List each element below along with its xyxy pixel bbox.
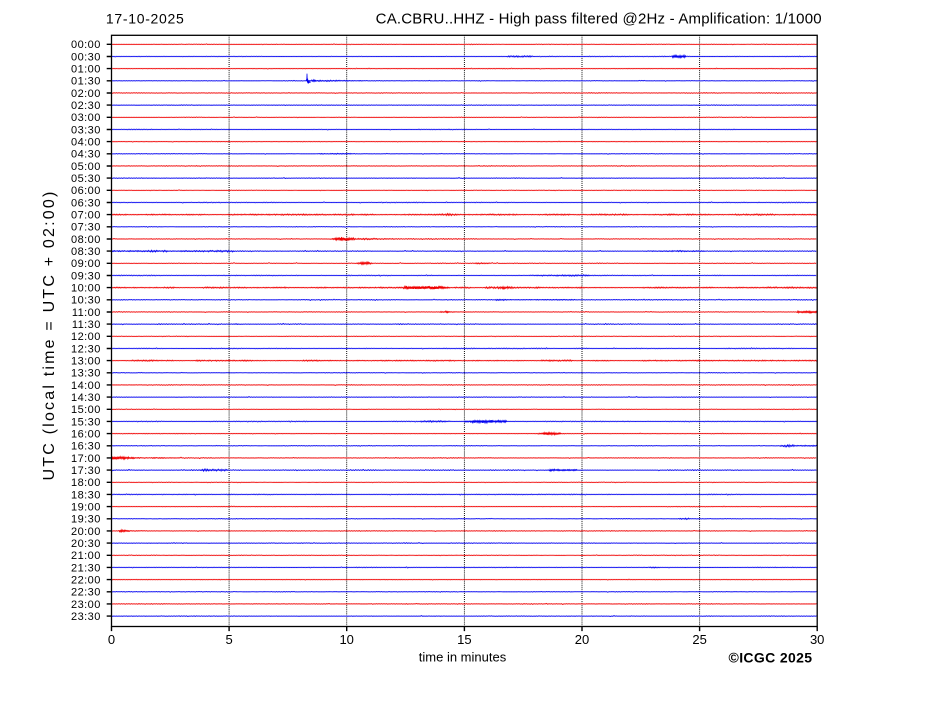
svg-text:23:00: 23:00: [71, 599, 101, 611]
svg-text:08:00: 08:00: [71, 234, 101, 246]
svg-text:14:00: 14:00: [71, 380, 101, 392]
svg-text:20:30: 20:30: [71, 538, 101, 550]
svg-text:0: 0: [108, 632, 115, 647]
svg-text:09:00: 09:00: [71, 258, 101, 270]
svg-text:00:00: 00:00: [71, 39, 101, 51]
svg-text:10:30: 10:30: [71, 295, 101, 307]
svg-text:21:30: 21:30: [71, 562, 101, 574]
svg-text:06:30: 06:30: [71, 197, 101, 209]
svg-text:13:30: 13:30: [71, 368, 101, 380]
svg-text:09:30: 09:30: [71, 270, 101, 282]
svg-text:15:30: 15:30: [71, 416, 101, 428]
svg-text:23:30: 23:30: [71, 611, 101, 623]
svg-text:time in minutes: time in minutes: [419, 650, 507, 665]
svg-text:17-10-2025: 17-10-2025: [106, 11, 185, 27]
svg-text:17:00: 17:00: [71, 453, 101, 465]
svg-text:11:30: 11:30: [72, 319, 101, 331]
svg-text:14:30: 14:30: [71, 392, 101, 404]
svg-text:UTC (local time = UTC + 02:00): UTC (local time = UTC + 02:00): [41, 190, 58, 481]
svg-text:15: 15: [457, 632, 471, 647]
svg-text:12:00: 12:00: [71, 331, 101, 343]
svg-text:20:00: 20:00: [71, 526, 101, 538]
svg-text:01:30: 01:30: [71, 76, 101, 88]
svg-text:06:00: 06:00: [71, 185, 101, 197]
svg-text:19:30: 19:30: [71, 514, 101, 526]
svg-text:02:00: 02:00: [71, 88, 101, 100]
svg-text:04:00: 04:00: [71, 137, 101, 149]
svg-text:13:00: 13:00: [71, 356, 101, 368]
svg-text:10: 10: [339, 632, 353, 647]
svg-text:25: 25: [692, 632, 706, 647]
svg-text:5: 5: [225, 632, 232, 647]
svg-text:18:30: 18:30: [71, 489, 101, 501]
svg-text:20: 20: [575, 632, 589, 647]
svg-text:16:00: 16:00: [71, 429, 101, 441]
svg-text:11:00: 11:00: [72, 307, 101, 319]
svg-text:05:00: 05:00: [71, 161, 101, 173]
svg-text:00:30: 00:30: [71, 51, 101, 63]
svg-text:07:30: 07:30: [71, 222, 101, 234]
svg-text:08:30: 08:30: [71, 246, 101, 258]
svg-text:30: 30: [810, 632, 824, 647]
svg-text:15:00: 15:00: [71, 404, 101, 416]
svg-text:CA.CBRU..HHZ - High pass filte: CA.CBRU..HHZ - High pass filtered @2Hz -…: [376, 11, 822, 28]
svg-text:03:30: 03:30: [71, 124, 101, 136]
svg-text:10:00: 10:00: [71, 283, 101, 295]
svg-text:©ICGC 2025: ©ICGC 2025: [729, 650, 813, 666]
svg-text:17:30: 17:30: [71, 465, 101, 477]
svg-text:02:30: 02:30: [71, 100, 101, 112]
svg-text:04:30: 04:30: [71, 149, 101, 161]
svg-text:03:00: 03:00: [71, 112, 101, 124]
svg-text:12:30: 12:30: [71, 343, 101, 355]
svg-text:22:00: 22:00: [71, 575, 101, 587]
svg-text:18:00: 18:00: [71, 477, 101, 489]
svg-text:05:30: 05:30: [71, 173, 101, 185]
svg-text:21:00: 21:00: [71, 550, 101, 562]
svg-text:07:00: 07:00: [71, 210, 101, 222]
svg-text:16:30: 16:30: [71, 441, 101, 453]
svg-text:22:30: 22:30: [71, 587, 101, 599]
svg-text:19:00: 19:00: [71, 502, 101, 514]
svg-text:01:00: 01:00: [71, 64, 101, 76]
